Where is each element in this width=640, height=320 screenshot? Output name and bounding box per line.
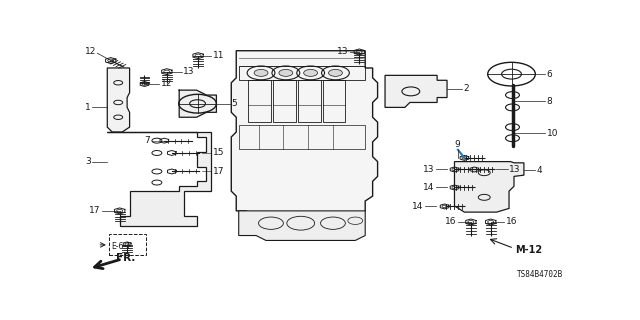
Text: TS84B4702B: TS84B4702B [517,270,564,279]
Bar [239,124,365,149]
Bar [323,80,346,122]
Text: 3: 3 [85,157,91,166]
Bar [248,80,271,122]
Text: 15: 15 [213,148,225,157]
Text: 8: 8 [547,97,552,106]
Text: 11: 11 [213,51,225,60]
Text: M-12: M-12 [515,244,543,255]
Circle shape [304,69,317,76]
Polygon shape [231,51,378,236]
Text: 17: 17 [213,167,225,176]
Polygon shape [385,75,447,108]
Text: 12: 12 [84,47,96,56]
Text: 13: 13 [423,165,435,174]
Text: 10: 10 [547,129,558,138]
Text: 17: 17 [90,206,101,215]
Text: 7: 7 [145,136,150,145]
Text: 13: 13 [183,67,195,76]
Polygon shape [108,68,129,132]
Text: 5: 5 [231,99,237,108]
Text: 14: 14 [412,202,424,211]
Text: 2: 2 [463,84,469,93]
Text: 16: 16 [445,218,456,227]
Text: 12: 12 [161,79,172,89]
Text: E-6-1: E-6-1 [111,242,131,251]
Polygon shape [454,162,524,212]
Text: 13: 13 [509,165,520,174]
Bar [239,66,365,80]
Polygon shape [108,132,211,226]
Text: 1: 1 [85,103,91,112]
Text: 6: 6 [547,70,552,79]
Polygon shape [179,90,216,117]
Text: 14: 14 [423,183,435,192]
Circle shape [328,69,342,76]
Text: 4: 4 [537,166,543,175]
Circle shape [279,69,292,76]
Bar [273,80,296,122]
Text: 13: 13 [337,47,349,56]
Polygon shape [239,211,365,240]
Text: FR.: FR. [116,252,135,263]
Text: 9: 9 [454,140,460,148]
Bar [298,80,321,122]
Text: 16: 16 [506,218,517,227]
Circle shape [254,69,268,76]
